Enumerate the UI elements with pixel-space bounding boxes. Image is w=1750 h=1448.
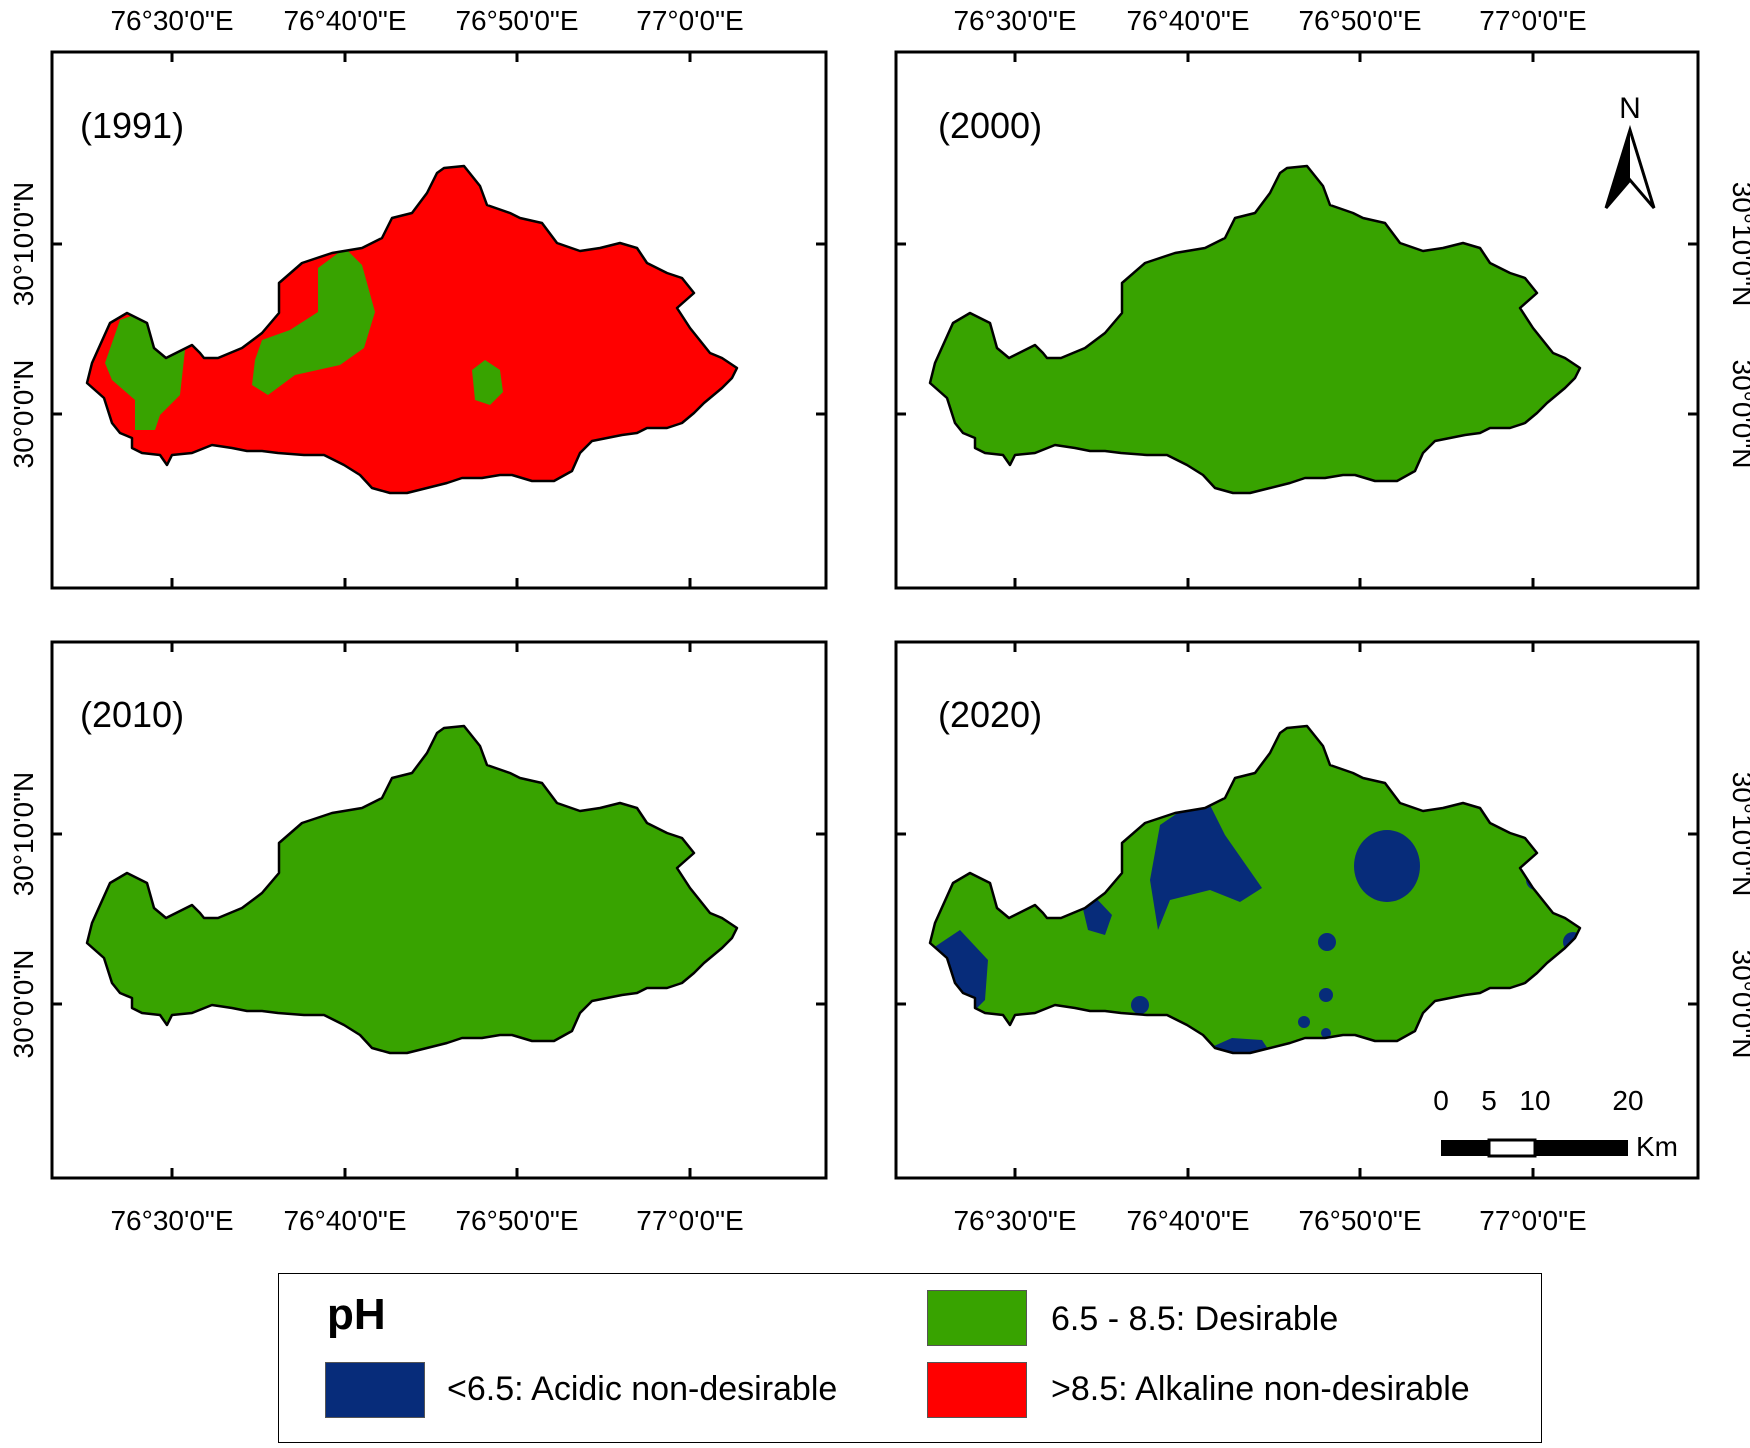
lat-label: 30°0'0"N: [1727, 950, 1750, 1059]
scale-segment: [1487, 1138, 1537, 1158]
lon-label: 76°40'0"E: [283, 5, 406, 36]
lon-label: 76°40'0"E: [1126, 1205, 1249, 1236]
acidic-patch: [1319, 988, 1333, 1002]
scale-bar: 0 5 10 20 Km: [1433, 1085, 1678, 1162]
legend-label-acidic: <6.5: Acidic non-desirable: [447, 1370, 838, 1408]
north-arrow: N: [1604, 92, 1656, 209]
lon-label: 76°50'0"E: [455, 1205, 578, 1236]
scale-tick-label: 5: [1481, 1085, 1497, 1116]
panel-year-label: (1991): [80, 105, 184, 146]
lon-label: 77°0'0"E: [1479, 5, 1586, 36]
lat-label: 30°10'0"N: [8, 772, 39, 897]
lon-label: 77°0'0"E: [1479, 1205, 1586, 1236]
legend: pH 6.5 - 8.5: Desirable <6.5: Acidic non…: [278, 1273, 1542, 1443]
legend-label-alkaline: >8.5: Alkaline non-desirable: [1051, 1370, 1470, 1408]
lon-label: 76°40'0"E: [1126, 5, 1249, 36]
scale-segment: [1535, 1140, 1628, 1156]
lat-label: 30°10'0"N: [1727, 772, 1750, 897]
lat-label: 30°0'0"N: [1727, 360, 1750, 469]
region-outline: [85, 164, 739, 495]
region-base: [87, 726, 737, 1053]
map-panel-2000: (2000) N: [894, 50, 1700, 590]
region-outline: [928, 164, 1582, 495]
region-outline: [85, 724, 739, 1055]
right-latitude-labels: 30°10'0"N 30°0'0"N 30°10'0"N 30°0'0"N: [1727, 182, 1750, 1059]
legend-swatch-alkaline: [927, 1362, 1027, 1418]
legend-label-desirable: 6.5 - 8.5: Desirable: [1051, 1300, 1339, 1338]
legend-swatch-acidic: [325, 1362, 425, 1418]
acidic-patch: [1131, 996, 1149, 1014]
scale-segment: [1441, 1140, 1489, 1156]
lon-label: 76°30'0"E: [110, 1205, 233, 1236]
left-latitude-labels: 30°10'0"N 30°0'0"N 30°10'0"N 30°0'0"N: [8, 182, 39, 1059]
lat-label: 30°0'0"N: [8, 950, 39, 1059]
region-outline: [928, 724, 1582, 1055]
lon-label: 76°50'0"E: [1298, 5, 1421, 36]
panel-year-label: (2010): [80, 694, 184, 735]
acidic-patch: [1298, 1016, 1310, 1028]
lon-label: 76°50'0"E: [1298, 1205, 1421, 1236]
desirable-patch: [252, 248, 375, 395]
acidic-patch: [1150, 805, 1262, 930]
panel-year-label: (2000): [938, 105, 1042, 146]
bottom-longitude-labels: 76°30'0"E 76°40'0"E 76°50'0"E 77°0'0"E 7…: [110, 1205, 1586, 1236]
lat-label: 30°10'0"N: [8, 182, 39, 307]
map-panel-2010: (2010): [50, 640, 828, 1180]
acidic-patch: [1354, 830, 1420, 902]
acidic-patch: [1321, 1028, 1331, 1038]
lon-label: 77°0'0"E: [636, 5, 743, 36]
acidic-patch: [1318, 933, 1336, 951]
region-base: [930, 166, 1580, 493]
panel-year-label: (2020): [938, 694, 1042, 735]
scale-tick-label: 0: [1433, 1085, 1449, 1116]
north-arrow-label: N: [1619, 92, 1641, 125]
lon-label: 77°0'0"E: [636, 1205, 743, 1236]
top-longitude-labels: 76°30'0"E 76°40'0"E 76°50'0"E 77°0'0"E 7…: [110, 5, 1586, 36]
map-panel-2020: (2020) 0 5 10 20 Km: [894, 640, 1700, 1180]
legend-title: pH: [327, 1290, 386, 1339]
scale-unit: Km: [1636, 1131, 1678, 1162]
lon-label: 76°40'0"E: [283, 1205, 406, 1236]
lon-label: 76°30'0"E: [953, 5, 1076, 36]
lon-label: 76°50'0"E: [455, 5, 578, 36]
map-panel-1991: (1991): [50, 50, 828, 590]
lat-label: 30°0'0"N: [8, 360, 39, 469]
lon-label: 76°30'0"E: [110, 5, 233, 36]
lon-label: 76°30'0"E: [953, 1205, 1076, 1236]
region-base: [87, 166, 737, 493]
scale-tick-label: 20: [1612, 1085, 1643, 1116]
scale-tick-label: 10: [1519, 1085, 1550, 1116]
lat-label: 30°10'0"N: [1727, 182, 1750, 307]
acidic-patch: [1082, 897, 1112, 935]
legend-swatch-desirable: [927, 1290, 1027, 1346]
desirable-patch: [472, 360, 503, 405]
